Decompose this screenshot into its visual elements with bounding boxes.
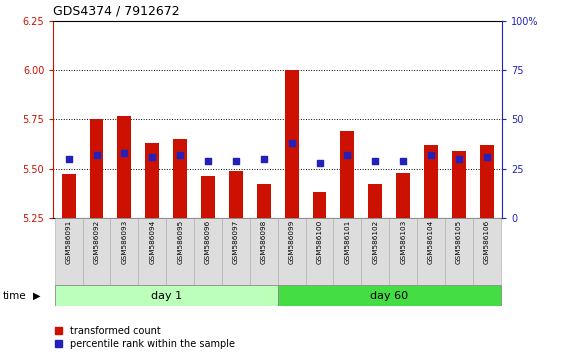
Bar (368, 184, 382, 218)
Point (454, 156, 463, 161)
Text: time: time (3, 291, 26, 301)
Bar (480, 145, 494, 218)
Bar (424, 145, 438, 218)
Text: GSM586099: GSM586099 (288, 220, 295, 264)
Text: GSM586100: GSM586100 (316, 220, 323, 264)
Point (92, 152, 101, 158)
Bar (257, 184, 271, 218)
Point (259, 156, 268, 161)
Bar (54, 285, 278, 306)
Text: GSM586093: GSM586093 (121, 220, 127, 264)
Bar (473, 218, 501, 285)
Bar (278, 218, 306, 285)
Bar (54, 218, 82, 285)
Bar (194, 218, 222, 285)
Bar (284, 70, 298, 218)
Point (231, 158, 240, 164)
Bar (312, 192, 327, 218)
Bar (139, 218, 166, 285)
Text: GSM586098: GSM586098 (261, 220, 267, 264)
Point (287, 140, 296, 146)
Text: GSM586096: GSM586096 (205, 220, 211, 264)
Bar (333, 218, 361, 285)
Bar (62, 175, 76, 218)
Point (315, 160, 324, 166)
Bar (389, 218, 417, 285)
Text: GSM586101: GSM586101 (344, 220, 351, 264)
Bar (361, 218, 389, 285)
Bar (173, 139, 187, 218)
Bar (111, 218, 139, 285)
Bar (82, 218, 111, 285)
Bar (452, 151, 466, 218)
Text: GSM586091: GSM586091 (66, 220, 72, 264)
Text: GSM586106: GSM586106 (484, 220, 490, 264)
Text: day 1: day 1 (151, 291, 182, 301)
Point (371, 158, 380, 164)
Legend: transformed count, percentile rank within the sample: transformed count, percentile rank withi… (56, 326, 235, 349)
Bar (166, 218, 194, 285)
Point (176, 152, 185, 158)
Point (482, 154, 491, 160)
Text: GDS4374 / 7912672: GDS4374 / 7912672 (53, 5, 180, 18)
Bar (445, 218, 473, 285)
Bar (341, 131, 355, 218)
Bar (222, 218, 250, 285)
Text: GSM586104: GSM586104 (428, 220, 434, 264)
Bar (145, 143, 159, 218)
Point (399, 158, 408, 164)
Text: GSM586092: GSM586092 (94, 220, 99, 264)
Point (426, 152, 435, 158)
Text: GSM586103: GSM586103 (400, 220, 406, 264)
Text: day 60: day 60 (370, 291, 408, 301)
Point (148, 154, 157, 160)
Text: GSM586095: GSM586095 (177, 220, 183, 264)
Point (343, 152, 352, 158)
Point (120, 150, 129, 156)
Bar (90, 120, 103, 218)
Bar (306, 218, 333, 285)
Bar (417, 218, 445, 285)
Bar (201, 176, 215, 218)
Point (64, 156, 73, 161)
Bar (396, 172, 410, 218)
Text: GSM586105: GSM586105 (456, 220, 462, 264)
Point (204, 158, 213, 164)
Bar (250, 218, 278, 285)
Bar (278, 285, 501, 306)
Bar (117, 115, 131, 218)
Text: GSM586097: GSM586097 (233, 220, 239, 264)
Bar (229, 171, 243, 218)
Text: GSM586094: GSM586094 (149, 220, 155, 264)
Text: ▶: ▶ (33, 291, 40, 301)
Text: GSM586102: GSM586102 (373, 220, 378, 264)
